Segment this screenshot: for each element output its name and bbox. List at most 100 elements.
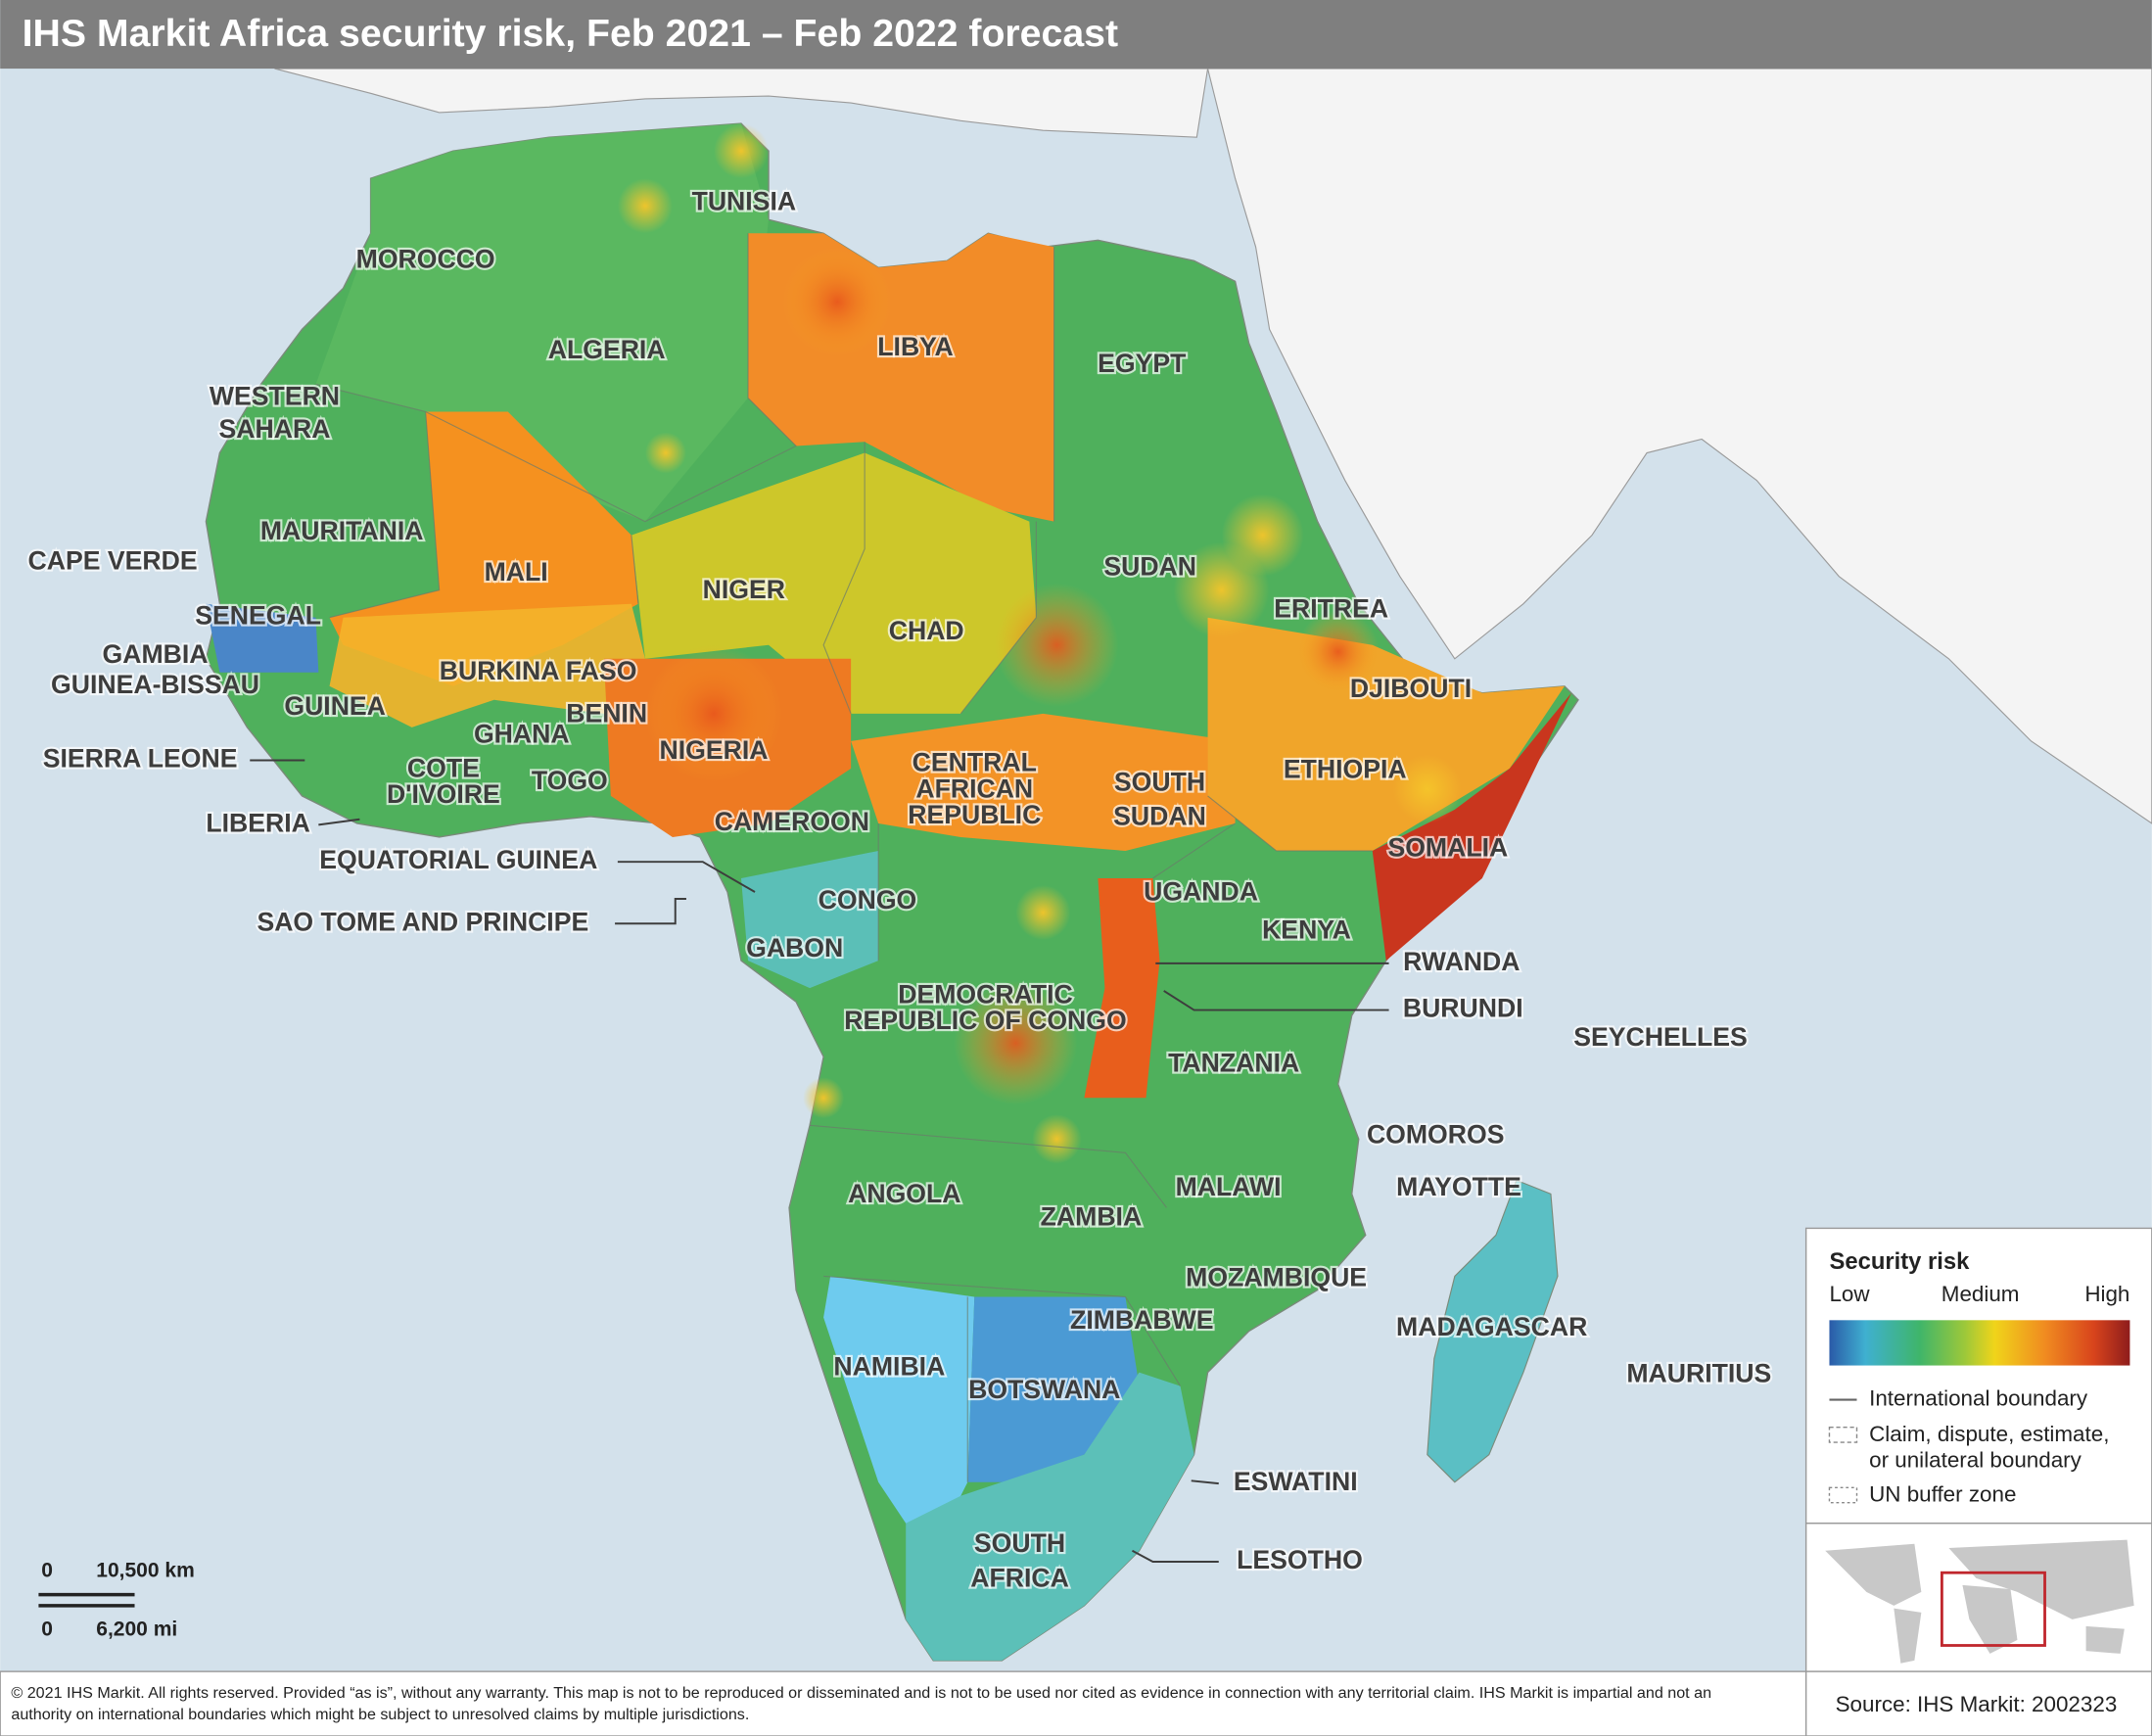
- country-label: NIGERIA: [660, 735, 769, 765]
- country-labels: TUNISIA MOROCCO ALGERIA WESTERN SAHARA LIBYA E…: [25, 184, 1773, 1594]
- country-label: SENEGAL: [195, 601, 321, 631]
- country-label: SUDAN: [1113, 801, 1206, 830]
- legend-item: UN buffer zone: [1869, 1482, 2016, 1507]
- legend-item: International boundary: [1869, 1386, 2088, 1411]
- country-label: ERITREA: [1274, 594, 1388, 624]
- country-label: MALI: [485, 557, 548, 586]
- asia: [1206, 68, 2152, 824]
- legend-item: Claim, dispute, estimate,: [1869, 1422, 2109, 1446]
- copyright: authority on international boundaries wh…: [11, 1706, 749, 1723]
- horn: [1207, 617, 1565, 851]
- country-label: GUINEA: [284, 691, 386, 721]
- country-label: CENTRAL: [912, 748, 1037, 777]
- country-label: UGANDA: [1144, 876, 1258, 906]
- burkina: [329, 603, 645, 727]
- country-label: GUINEA-BISSAU: [51, 670, 259, 699]
- inset-frame: [1940, 1571, 2046, 1647]
- country-label: ESWATINI: [1234, 1467, 1358, 1496]
- country-label: AFRICAN: [915, 774, 1033, 803]
- country-label: ETHIOPIA: [1284, 755, 1407, 784]
- country-label: MAYOTTE: [1396, 1172, 1521, 1201]
- scale-label: 10,500 km: [96, 1559, 195, 1581]
- country-label: COMOROS: [1367, 1120, 1505, 1150]
- country-label: GAMBIA: [103, 639, 209, 669]
- country-label: ALGERIA: [548, 335, 666, 364]
- legend-item: or unilateral boundary: [1869, 1448, 2082, 1473]
- legend-scale-label: High: [2084, 1282, 2129, 1306]
- country-label: SUDAN: [1103, 551, 1196, 581]
- country-label: LESOTHO: [1237, 1545, 1363, 1574]
- country-label: COTE: [407, 753, 480, 782]
- country-label: BOTSWANA: [968, 1375, 1120, 1404]
- country-label: BURUNDI: [1403, 994, 1523, 1023]
- country-label: TOGO: [532, 766, 608, 795]
- country-label: SOUTH: [1114, 767, 1205, 796]
- source: Source: IHS Markit: 2002323: [1836, 1692, 2118, 1716]
- country-label: EQUATORIAL GUINEA: [319, 845, 597, 874]
- leader-lines: [250, 759, 1389, 1563]
- south-africa: [906, 1372, 1194, 1661]
- country-label: BURKINA FASO: [440, 656, 637, 685]
- country-label: MOZAMBIQUE: [1186, 1262, 1367, 1291]
- inset-world: [1825, 1539, 2134, 1664]
- country-label: CAPE VERDE: [28, 546, 198, 576]
- country-label: MAURITANIA: [260, 516, 424, 545]
- botswana: [967, 1296, 1140, 1482]
- boundaries: [315, 233, 1373, 1482]
- legend-scale-label: Low: [1829, 1282, 1870, 1306]
- scale-label: 0: [41, 1559, 53, 1581]
- country-label: SOUTH: [974, 1528, 1065, 1558]
- country-label: CONGO: [819, 885, 917, 915]
- country-label: CHAD: [889, 616, 964, 645]
- legend-title: Security risk: [1829, 1248, 1970, 1275]
- country-label: SAO TOME AND PRINCIPE: [257, 907, 588, 936]
- country-label: ZAMBIA: [1041, 1202, 1143, 1232]
- country-label: D'IVOIRE: [387, 779, 500, 809]
- country-label: RWANDA: [1403, 947, 1520, 976]
- country-label: SAHARA: [219, 414, 331, 444]
- country-label: REPUBLIC: [908, 800, 1041, 829]
- senegal: [206, 603, 319, 673]
- copyright: © 2021 IHS Markit. All rights reserved. …: [11, 1684, 1711, 1702]
- country-label: MADAGASCAR: [1396, 1312, 1587, 1341]
- country-label: DEMOCRATIC: [898, 980, 1072, 1009]
- car-south-sudan: [851, 713, 1236, 851]
- country-label: CAMEROON: [715, 807, 869, 836]
- madagascar: [1427, 1179, 1559, 1483]
- title-band: [0, 0, 2152, 70]
- country-label: DJIBOUTI: [1350, 674, 1472, 703]
- country-label: NAMIBIA: [833, 1351, 945, 1381]
- country-label: ANGOLA: [848, 1179, 960, 1208]
- title: IHS Markit Africa security risk, Feb 202…: [23, 12, 1118, 55]
- country-label: SIERRA LEONE: [43, 744, 238, 774]
- somalia: [1372, 692, 1571, 962]
- country-label: BENIN: [566, 698, 647, 727]
- country-label: GABON: [746, 933, 843, 962]
- country-label: ZIMBABWE: [1070, 1305, 1213, 1335]
- namibia: [823, 1276, 975, 1524]
- legend-gradient: [1829, 1320, 2130, 1366]
- east-drc: [1084, 878, 1160, 1099]
- country-label: WESTERN: [210, 381, 340, 410]
- legend-scale-label: Medium: [1941, 1282, 2020, 1306]
- country-label: SEYCHELLES: [1573, 1022, 1748, 1052]
- gabon: [741, 850, 879, 989]
- scale-label: 0: [41, 1619, 53, 1641]
- country-label: TANZANIA: [1168, 1049, 1299, 1078]
- country-label: MAURITIUS: [1626, 1358, 1771, 1387]
- country-label: LIBYA: [877, 332, 953, 361]
- country-label: TUNISIA: [692, 186, 797, 215]
- legend: [1804, 1227, 2152, 1525]
- country-label: LIBERIA: [206, 808, 309, 837]
- country-label: EGYPT: [1098, 349, 1186, 378]
- footer: [0, 1670, 2152, 1736]
- legend-symbol: [1828, 1426, 1858, 1443]
- legend-symbol: [1828, 1486, 1858, 1504]
- country-label: MALAWI: [1176, 1172, 1282, 1201]
- country-label: AFRICA: [970, 1563, 1069, 1592]
- country-label: MOROCCO: [356, 244, 495, 273]
- country-label: REPUBLIC OF CONGO: [844, 1006, 1126, 1035]
- country-label: KENYA: [1262, 915, 1351, 945]
